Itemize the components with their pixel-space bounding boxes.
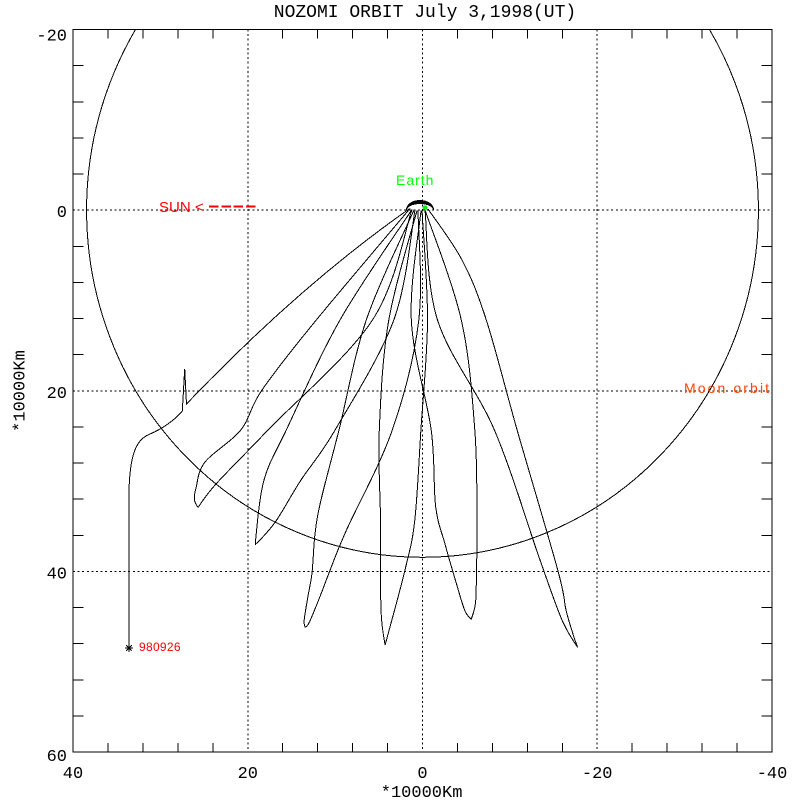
svg-text:*10000Km: *10000Km xyxy=(12,350,31,432)
svg-text:20: 20 xyxy=(238,765,258,784)
svg-text:Moon orbit: Moon orbit xyxy=(684,380,771,396)
svg-text:-20: -20 xyxy=(36,28,67,47)
svg-text:Earth: Earth xyxy=(396,172,434,188)
svg-text:*10000Km: *10000Km xyxy=(381,784,463,800)
svg-text:-20: -20 xyxy=(582,765,613,784)
svg-text:40: 40 xyxy=(47,565,67,584)
svg-text:980926: 980926 xyxy=(139,640,181,654)
svg-text:0: 0 xyxy=(417,765,427,784)
svg-text:SUN <: SUN < xyxy=(159,199,204,216)
svg-text:NOZOMI ORBIT July 3,1998(UT): NOZOMI ORBIT July 3,1998(UT) xyxy=(274,3,576,23)
svg-text:0: 0 xyxy=(57,204,67,223)
svg-text:60: 60 xyxy=(47,748,67,767)
svg-text:40: 40 xyxy=(63,765,83,784)
svg-text:-40: -40 xyxy=(757,765,788,784)
svg-text:20: 20 xyxy=(47,385,67,404)
